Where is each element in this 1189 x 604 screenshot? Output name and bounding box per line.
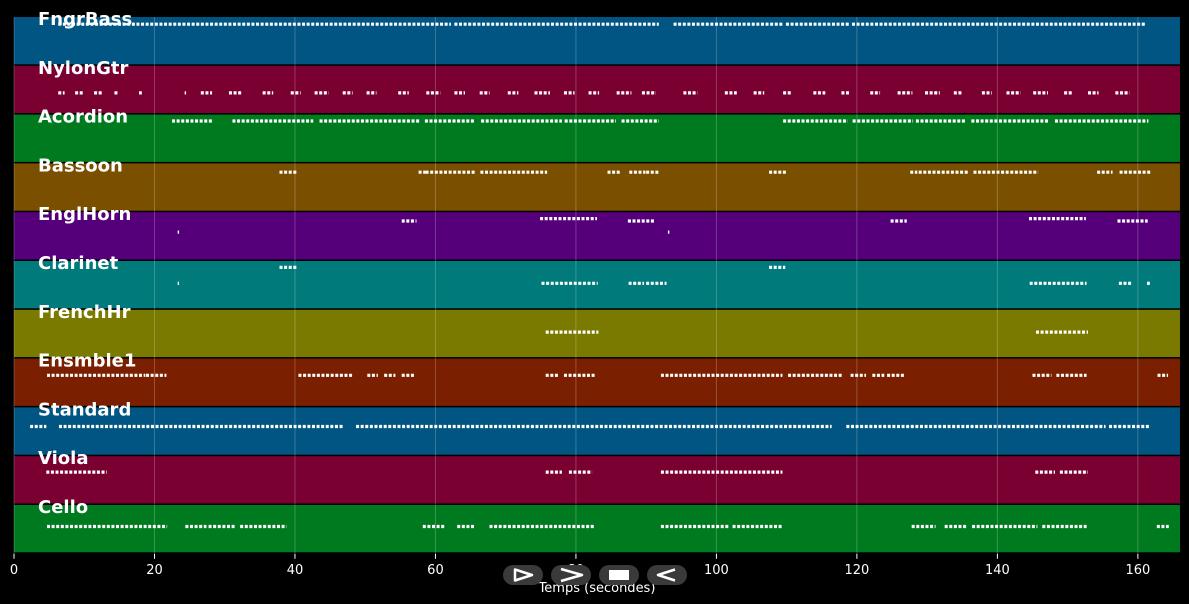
- rewind-icon: [656, 568, 676, 582]
- track-label-fngrbass: FngrBass: [38, 9, 132, 30]
- rewind-button[interactable]: [647, 565, 687, 585]
- play-icon: [513, 568, 534, 582]
- x-tick-label: 40: [287, 563, 304, 578]
- track-label-bassoon: Bassoon: [38, 155, 123, 176]
- x-tick-label: 120: [844, 563, 869, 578]
- track-labels: FngrBass NylonGtr Acordion Bassoon EnglHorn C…: [38, 9, 136, 518]
- track-label-frenchhr: FrenchHr: [38, 302, 131, 323]
- stop-icon: [609, 570, 629, 580]
- track-lane-bassoon: [14, 163, 1180, 211]
- track-label-acordion: Acordion: [38, 107, 128, 128]
- note-layer: [30, 22, 1169, 529]
- track-label-nylongtr: NylonGtr: [38, 58, 129, 79]
- x-tick-label: 20: [146, 563, 163, 578]
- x-tick-label: 160: [1125, 563, 1150, 578]
- track-label-ensmble1: Ensmble1: [38, 351, 136, 372]
- play-button[interactable]: [503, 565, 543, 585]
- fast-forward-icon: [560, 567, 584, 583]
- track-lane-ensmble1: [14, 358, 1180, 406]
- track-lane-nylongtr: [14, 65, 1180, 114]
- track-label-englhorn: EnglHorn: [38, 204, 131, 225]
- x-tick-label: 140: [985, 563, 1010, 578]
- track-label-cello: Cello: [38, 497, 88, 518]
- track-label-clarinet: Clarinet: [38, 253, 119, 274]
- track-lane-cello: [14, 505, 1180, 553]
- track-label-viola: Viola: [38, 448, 88, 469]
- track-lane-viola: [14, 456, 1180, 504]
- fast-forward-button[interactable]: [551, 565, 591, 585]
- track-lane-standard: [14, 407, 1180, 455]
- x-tick-label: 60: [427, 563, 444, 578]
- stop-button[interactable]: [599, 565, 639, 585]
- x-tick-label: 0: [10, 563, 18, 578]
- track-label-standard: Standard: [38, 399, 131, 420]
- x-tick-label: 100: [704, 563, 729, 578]
- grid-lines: [13, 17, 1139, 554]
